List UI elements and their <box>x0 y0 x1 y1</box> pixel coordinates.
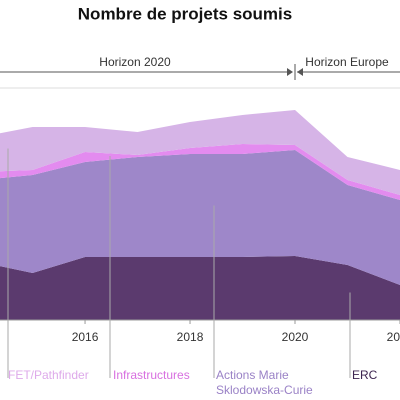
x-tick-label: 2020 <box>282 330 309 344</box>
period-arrow <box>297 68 303 76</box>
area <box>0 256 400 320</box>
x-tick-label: 2016 <box>72 330 99 344</box>
x-tick-label: 2022 <box>387 330 400 344</box>
legend-label: Infrastructures <box>113 368 190 382</box>
area <box>0 110 400 195</box>
area <box>0 150 400 285</box>
legend-label: ERC <box>352 368 378 382</box>
x-tick-label: 2018 <box>177 330 204 344</box>
legend-label: FET/Pathfinder <box>8 368 89 382</box>
chart-title: Nombre de projets soumis <box>78 4 292 23</box>
legend-label: Actions Marie Sklodowska-Curie <box>216 368 313 397</box>
period-label: Horizon Europe <box>305 55 389 69</box>
period-arrow <box>287 68 293 76</box>
period-label: Horizon 2020 <box>99 55 171 69</box>
area <box>0 144 400 200</box>
